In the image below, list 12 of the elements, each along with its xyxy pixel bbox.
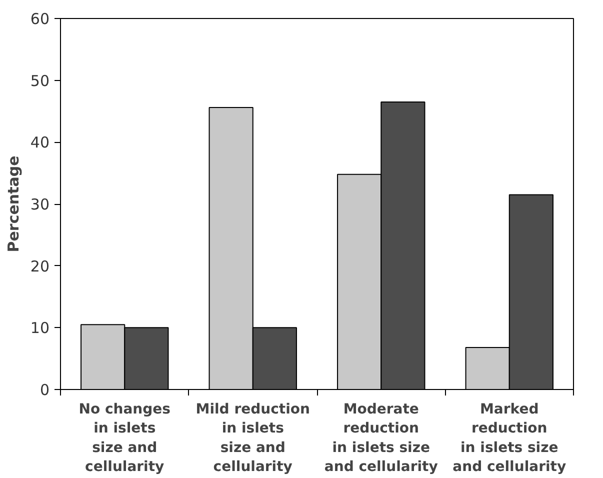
x-tick-label: Moderate reduction in islets size and cellularity (324, 402, 438, 476)
x-tick-label: No changes in islets size and cellularity (78, 402, 171, 476)
y-axis-title: Percentage (4, 156, 22, 252)
x-tick-label: Mild reduction in islets size and cellularity (196, 402, 310, 476)
y-tick-label: 50 (30, 72, 50, 90)
y-tick-label: 30 (30, 196, 50, 214)
y-tick-label: 10 (30, 319, 50, 338)
y-tick-label: 40 (30, 134, 50, 152)
y-tick-label: 20 (30, 257, 50, 276)
y-tick-label: 60 (30, 10, 50, 28)
y-tick-label: 0 (40, 381, 50, 399)
x-tick-label: Marked reduction in islets size and cellularity (452, 402, 566, 476)
